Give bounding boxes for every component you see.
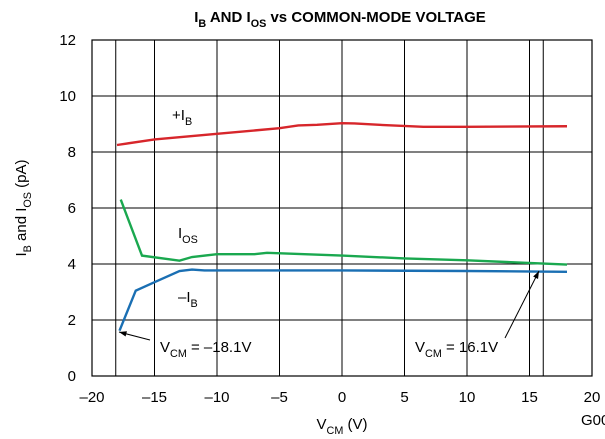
- y-axis-label-run: I: [13, 252, 30, 256]
- y-tick-label: 6: [68, 200, 76, 217]
- x-axis-label-run: CM: [327, 425, 344, 437]
- x-axis-label: VCM (V): [317, 416, 368, 437]
- annotation-run: = 16.1V: [442, 339, 498, 356]
- annotation-run: V: [160, 339, 170, 356]
- annotation: VCM = –18.1V: [160, 339, 251, 360]
- series-label: +IB: [172, 107, 192, 128]
- x-tick-label: –10: [204, 389, 229, 406]
- series-line: [118, 268, 568, 332]
- chart-title-run: OS: [251, 18, 267, 30]
- series-label-run: B: [185, 116, 192, 128]
- x-tick-label: 20: [584, 389, 601, 406]
- chart-title-run: AND I: [206, 9, 250, 26]
- y-axis-label: IB and IOS (pA): [13, 159, 34, 256]
- series-label: IOS: [178, 225, 198, 246]
- y-axis-label-run: and I: [13, 208, 30, 246]
- x-tick-label: –15: [142, 389, 167, 406]
- chart-title-run: I: [194, 9, 198, 26]
- chart-title-run: B: [198, 18, 206, 30]
- series-label-run: +I: [172, 107, 185, 124]
- y-tick-label: 0: [68, 368, 76, 385]
- annotation-run: V: [415, 339, 425, 356]
- arrow-head: [533, 271, 539, 279]
- series-label-run: OS: [182, 234, 198, 246]
- y-tick-label: 4: [68, 256, 76, 273]
- x-tick-label: –5: [271, 389, 288, 406]
- annotation-run: CM: [425, 348, 442, 360]
- annotation-arrow: [504, 270, 540, 339]
- x-tick-label: 15: [521, 389, 538, 406]
- y-tick-label: 2: [68, 312, 76, 329]
- x-tick-label: 10: [459, 389, 476, 406]
- y-tick-label: 8: [68, 144, 76, 161]
- plot-frame: [91, 39, 593, 377]
- y-axis-label-run: (pA): [13, 159, 30, 192]
- series-label-run: B: [191, 298, 198, 310]
- series-line: [116, 121, 568, 147]
- x-tick-label: –20: [79, 389, 104, 406]
- y-axis-label-run: B: [22, 245, 34, 252]
- annotation: VCM = 16.1V: [415, 339, 498, 360]
- chart-title-run: vs COMMON-MODE VOLTAGE: [266, 9, 485, 26]
- x-axis-label-run: (V): [343, 416, 367, 433]
- annotation-run: CM: [170, 348, 187, 360]
- y-axis-label-run: OS: [22, 192, 34, 208]
- x-tick-label: 5: [400, 389, 408, 406]
- series-label-run: –I: [178, 289, 191, 306]
- series-label-run: I: [178, 225, 182, 242]
- y-tick-label: 10: [59, 88, 76, 105]
- annotation-run: = –18.1V: [187, 339, 252, 356]
- y-tick-label: 12: [59, 32, 76, 49]
- series-label: –IB: [178, 289, 198, 310]
- chart-title: IB AND IOS vs COMMON-MODE VOLTAGE: [194, 9, 486, 30]
- figure-id: G007: [581, 412, 605, 429]
- x-axis-label-run: V: [317, 416, 327, 433]
- arrow-head: [119, 331, 127, 337]
- x-tick-label: 0: [338, 389, 346, 406]
- series-line: [119, 199, 568, 266]
